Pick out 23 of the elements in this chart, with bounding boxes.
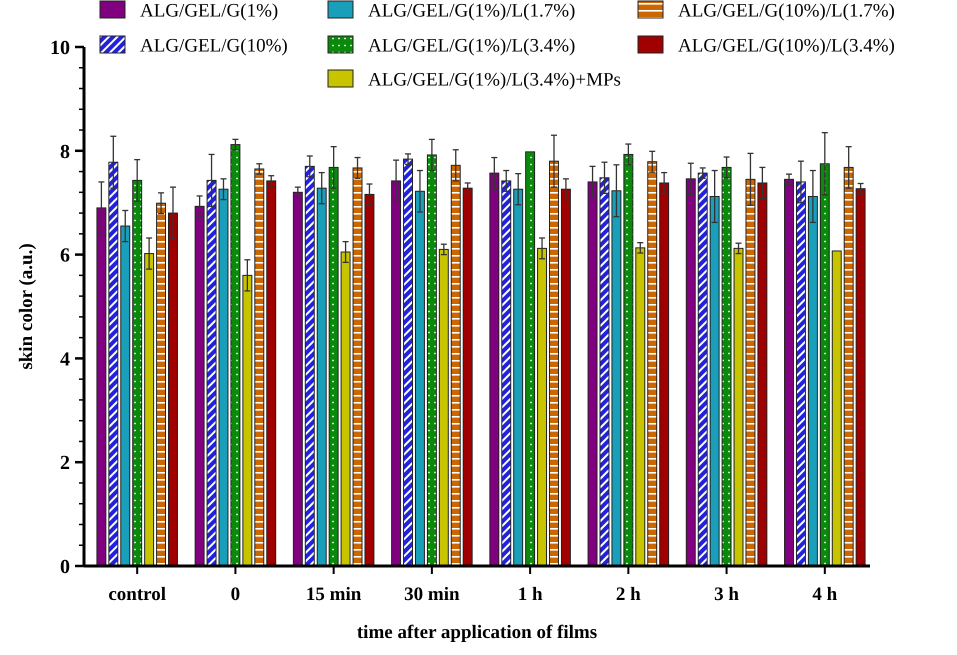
- y-tick-label: 0: [60, 556, 70, 578]
- x-tick-label: 2 h: [616, 584, 642, 605]
- y-tick-label: 2: [60, 452, 70, 474]
- x-tick-label: control: [108, 584, 166, 605]
- x-tick-label: 30 min: [404, 584, 460, 605]
- x-tick-label: 4 h: [812, 584, 838, 605]
- y-tick-label: 4: [60, 348, 70, 370]
- x-tick-label: 15 min: [306, 584, 362, 605]
- x-axis-title: time after application of films: [356, 622, 598, 643]
- legend-label: ALG/GEL/G(10%)/L(1.7%): [678, 0, 895, 22]
- x-tick-label: 0: [230, 584, 240, 605]
- y-tick-label: 6: [60, 244, 70, 267]
- legend-label: ALG/GEL/G(10%)/L(3.4%): [678, 36, 895, 57]
- x-tick-label: 3 h: [714, 584, 740, 605]
- legend-label: ALG/GEL/G(1%): [140, 0, 278, 22]
- legend-label: ALG/GEL/G(1%)/L(3.4%)+MPs: [368, 70, 621, 91]
- legend-label: ALG/GEL/G(1%)/L(1.7%): [368, 0, 576, 22]
- y-tick-label: 8: [60, 140, 70, 163]
- legend-label: ALG/GEL/G(10%): [140, 36, 288, 57]
- y-axis-title: skin color (a.u.): [16, 243, 37, 370]
- legend-label: ALG/GEL/G(1%)/L(3.4%): [368, 36, 576, 57]
- y-tick-label: 10: [50, 37, 70, 59]
- x-tick-label: 1 h: [518, 584, 543, 605]
